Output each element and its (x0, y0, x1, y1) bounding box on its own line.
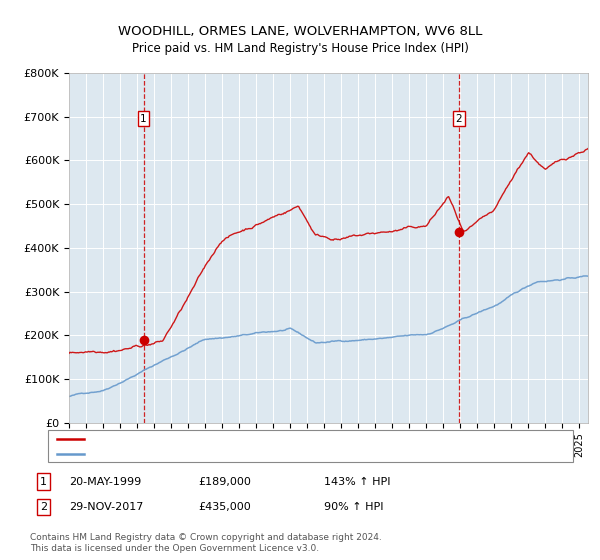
Text: WOODHILL, ORMES LANE, WOLVERHAMPTON, WV6 8LL (detached house): WOODHILL, ORMES LANE, WOLVERHAMPTON, WV6… (90, 433, 471, 444)
Text: WOODHILL, ORMES LANE, WOLVERHAMPTON, WV6 8LL: WOODHILL, ORMES LANE, WOLVERHAMPTON, WV6… (118, 25, 482, 38)
Text: 90% ↑ HPI: 90% ↑ HPI (324, 502, 383, 512)
Text: 2: 2 (455, 114, 462, 124)
Text: Price paid vs. HM Land Registry's House Price Index (HPI): Price paid vs. HM Land Registry's House … (131, 42, 469, 55)
Text: 20-MAY-1999: 20-MAY-1999 (69, 477, 141, 487)
Text: HPI: Average price, detached house, Wolverhampton: HPI: Average price, detached house, Wolv… (90, 449, 365, 459)
Text: 2: 2 (40, 502, 47, 512)
Text: 1: 1 (40, 477, 47, 487)
Text: £189,000: £189,000 (198, 477, 251, 487)
Text: £435,000: £435,000 (198, 502, 251, 512)
Text: 29-NOV-2017: 29-NOV-2017 (69, 502, 143, 512)
Text: 143% ↑ HPI: 143% ↑ HPI (324, 477, 391, 487)
Text: Contains HM Land Registry data © Crown copyright and database right 2024.
This d: Contains HM Land Registry data © Crown c… (30, 533, 382, 553)
Text: 1: 1 (140, 114, 147, 124)
